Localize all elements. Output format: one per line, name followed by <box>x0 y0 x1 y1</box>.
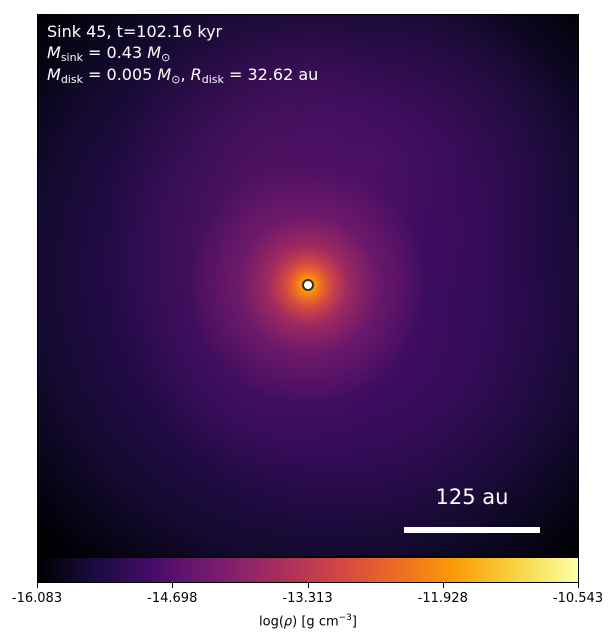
colorbar-tick <box>172 583 174 588</box>
colorbar-tick-label: -14.698 <box>147 591 198 606</box>
colorbar-label: log(ρ) [g cm−3] <box>259 613 357 630</box>
disk-label: Mdisk = 0.005 M⊙, Rdisk = 32.62 au <box>47 65 319 86</box>
colorbar-tick-label: -10.543 <box>552 591 604 606</box>
colorbar-tick-label: -11.928 <box>417 591 468 606</box>
colorbar-tick-label: -16.083 <box>11 591 63 606</box>
title-line: Sink 45, t=102.16 kyr <box>47 22 223 41</box>
sink-marker <box>302 279 314 291</box>
colorbar-tick <box>37 583 38 588</box>
scale-bar-label: 125 au <box>435 485 509 509</box>
sink-mass-label: Msink = 0.43 M⊙ <box>47 43 171 64</box>
colorbar-tick <box>307 583 309 588</box>
colorbar-tick <box>578 583 579 588</box>
density-map: Sink 45, t=102.16 kyr Msink = 0.43 M⊙ Md… <box>37 14 579 557</box>
colorbar <box>37 557 579 583</box>
colorbar-tick <box>442 583 444 588</box>
colorbar-tick-label: -13.313 <box>282 591 333 606</box>
scale-bar <box>404 527 540 533</box>
